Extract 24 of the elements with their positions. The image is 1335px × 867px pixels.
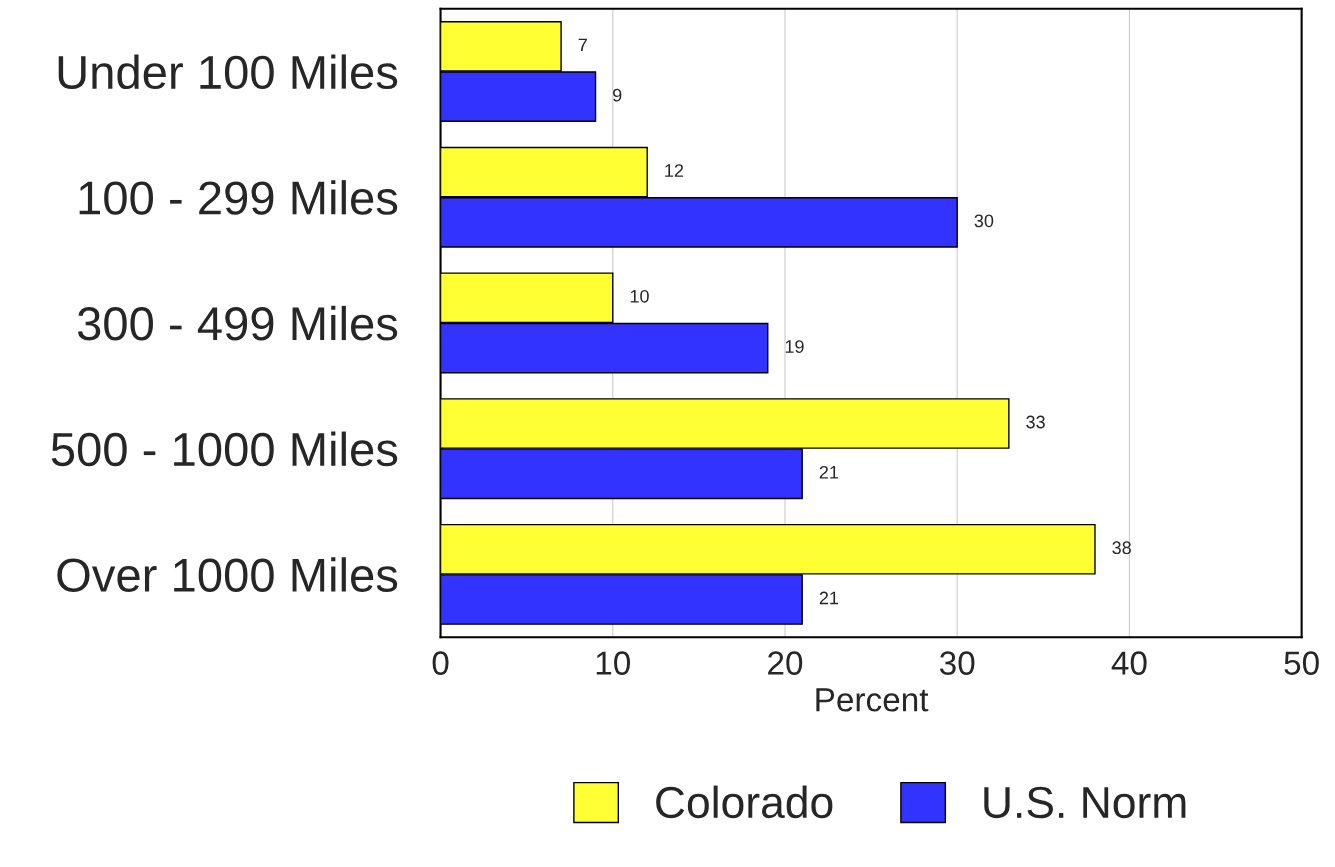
y-tick-label: Over 1000 Miles [57,557,398,592]
data-label: 21 [819,465,839,479]
x-tick-label: 30 [939,651,975,675]
data-label: 7 [578,38,587,52]
data-label: 10 [630,289,649,303]
y-tick-label: 100 - 299 Miles [79,180,398,215]
data-label: 30 [974,214,994,228]
y-tick-label: Under 100 Miles [58,54,398,90]
x-axis-title: Percent [816,688,929,712]
data-label: 38 [1112,541,1131,555]
data-label: 33 [1026,415,1045,429]
legend-label: U.S. Norm [984,786,1186,819]
data-label: 9 [613,88,622,102]
data-label: 12 [665,164,684,177]
x-tick-label: 10 [596,651,630,675]
legend-label: Colorado [656,785,833,819]
data-label: 19 [785,340,804,353]
x-tick-label: 0 [432,651,449,675]
x-tick-label: 40 [1111,651,1147,675]
x-tick-label: 50 [1284,651,1319,675]
y-tick-label: 300 - 499 Miles [77,305,398,341]
y-tick-label: 500 - 1000 Miles [51,431,398,467]
x-tick-label: 20 [768,651,803,675]
data-label: 21 [819,591,839,605]
